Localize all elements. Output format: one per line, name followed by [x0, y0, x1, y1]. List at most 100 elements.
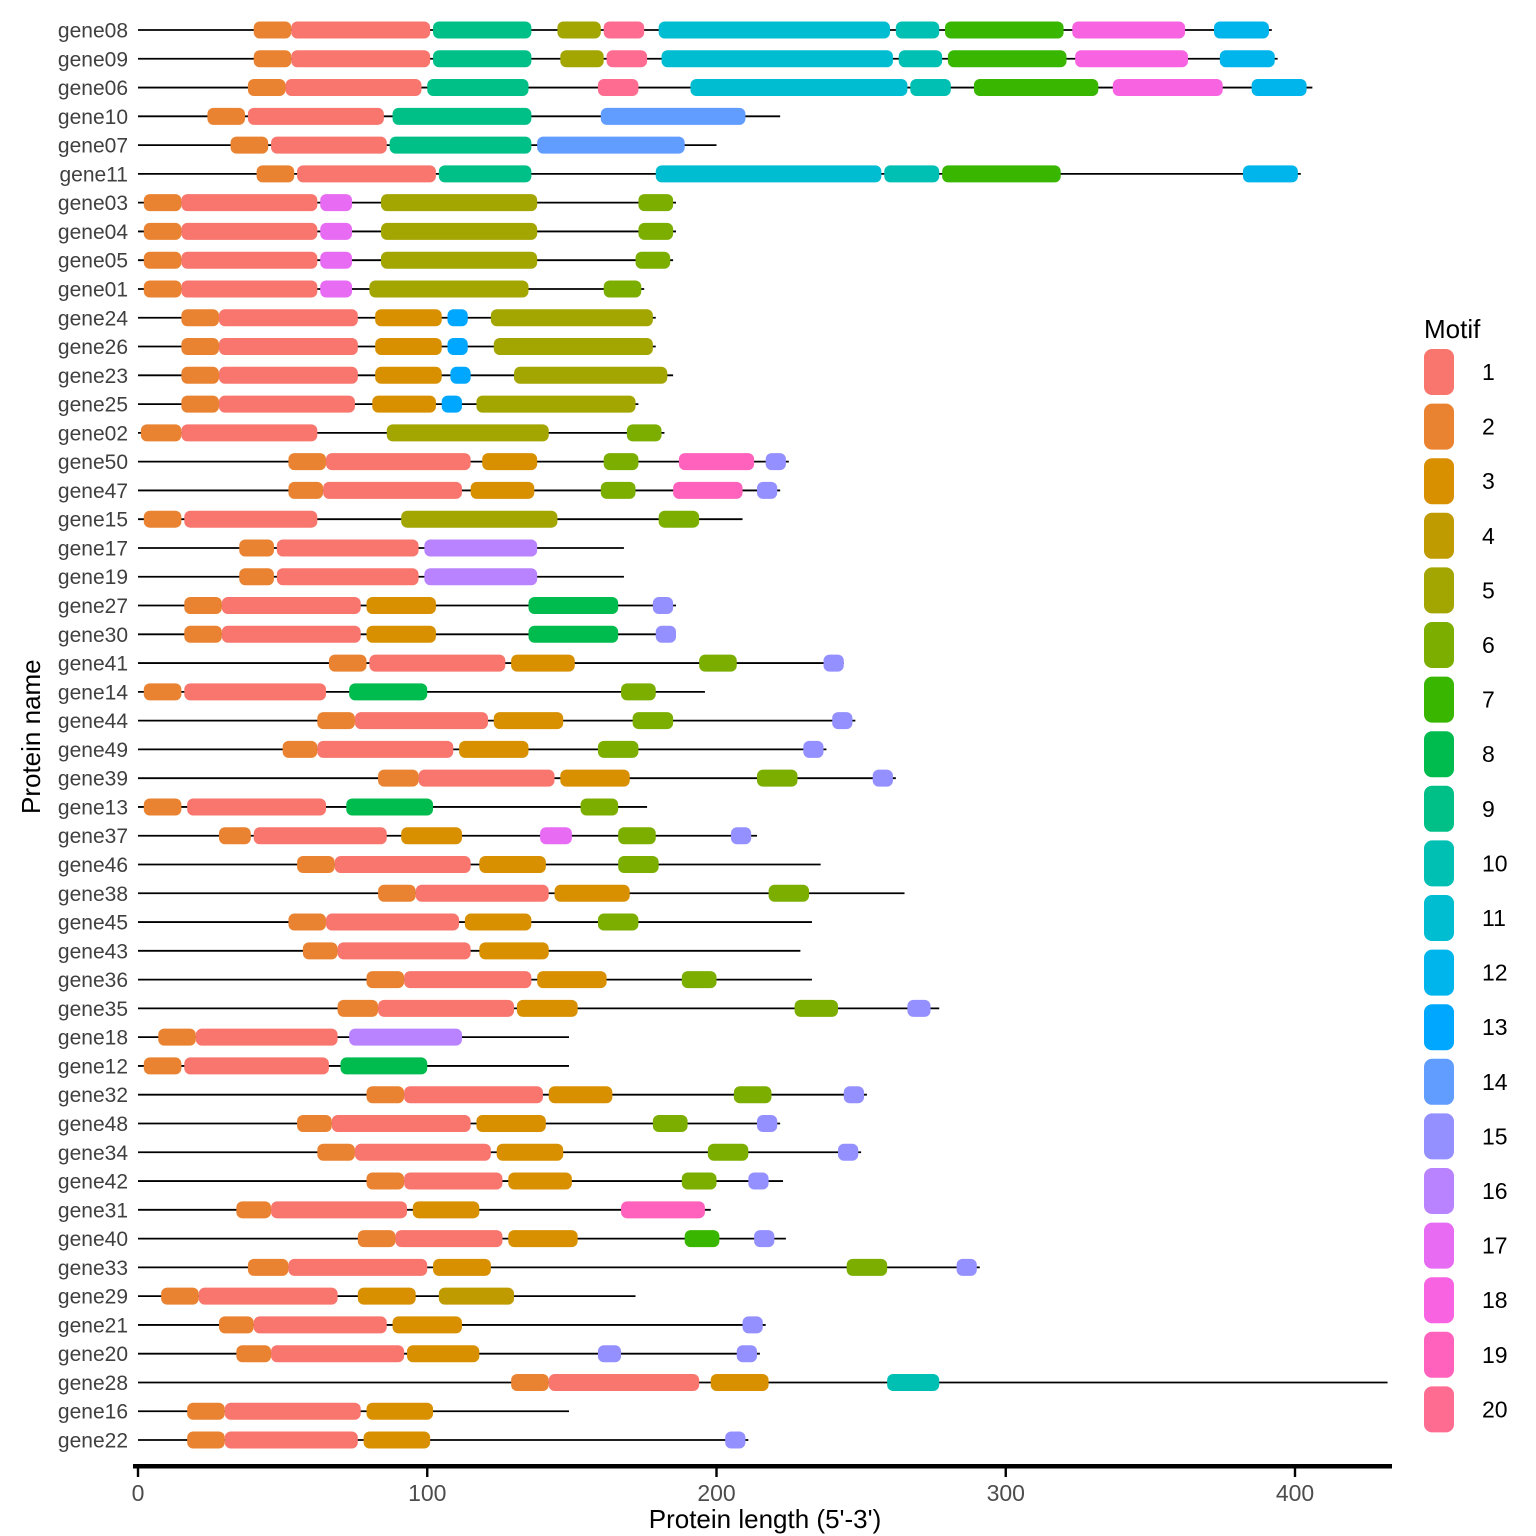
legend-label-9: 9 [1482, 796, 1495, 822]
motif-17-bar-gene04 [320, 222, 353, 240]
gene-label-gene26: gene26 [58, 336, 128, 359]
gene-label-gene29: gene29 [58, 1286, 128, 1309]
motif-6-bar-gene46 [618, 856, 659, 874]
motif-11-bar-gene09 [661, 50, 893, 68]
gene-label-gene22: gene22 [58, 1430, 128, 1453]
motif-2-bar-gene37 [218, 827, 251, 845]
motif-18-bar-gene09 [1075, 50, 1188, 68]
motif-2-bar-gene34 [317, 1143, 355, 1161]
motif-1-bar-gene33 [288, 1258, 428, 1276]
motif-14-bar-gene07 [537, 136, 685, 154]
motif-6-bar-gene01 [603, 280, 642, 298]
gene-label-gene02: gene02 [58, 422, 128, 445]
x-tick-label-200: 200 [697, 1480, 735, 1506]
motif-15-bar-gene35 [907, 999, 931, 1017]
legend-swatch-18 [1424, 1277, 1454, 1324]
motif-10-bar-gene08 [895, 21, 940, 39]
motif-18-bar-gene08 [1072, 21, 1186, 39]
motif-4-bar-gene29 [438, 1287, 515, 1305]
motif-1-bar-gene41 [369, 654, 506, 672]
motif-16-bar-gene17 [424, 539, 538, 557]
motif-2-bar-gene04 [143, 222, 182, 240]
legend-swatch-15 [1424, 1113, 1454, 1160]
motif-2-bar-gene06 [247, 79, 286, 97]
gene-label-gene48: gene48 [58, 1113, 128, 1136]
motif-2-bar-gene23 [181, 366, 219, 384]
motif-19-bar-gene50 [678, 453, 755, 471]
legend-label-12: 12 [1482, 960, 1508, 986]
motif-8-bar-gene13 [346, 798, 434, 816]
gene-label-gene39: gene39 [58, 768, 128, 791]
motif-2-bar-gene48 [297, 1114, 332, 1132]
motif-1-bar-gene31 [271, 1201, 408, 1219]
legend-swatch-5 [1424, 567, 1454, 614]
legend-swatch-10 [1424, 840, 1454, 887]
motif-3-bar-gene32 [548, 1086, 613, 1104]
motif-1-bar-gene15 [184, 510, 318, 528]
motif-2-bar-gene31 [236, 1201, 272, 1219]
legend-label-17: 17 [1482, 1233, 1508, 1259]
motif-6-bar-gene34 [707, 1143, 749, 1161]
motif-1-bar-gene06 [285, 79, 422, 97]
legend-label-2: 2 [1482, 414, 1495, 440]
motif-2-bar-gene43 [302, 942, 338, 960]
gene-label-gene49: gene49 [58, 739, 128, 762]
motif-3-bar-gene24 [375, 309, 442, 327]
legend-swatch-11 [1424, 895, 1454, 941]
gene-label-gene06: gene06 [58, 77, 128, 100]
motif-17-bar-gene03 [320, 194, 353, 212]
motif-8-bar-gene14 [349, 683, 428, 701]
gene-label-gene21: gene21 [58, 1314, 128, 1337]
motif-15-bar-gene47 [756, 481, 778, 499]
gene-label-gene03: gene03 [58, 192, 128, 215]
motif-3-bar-gene47 [470, 481, 535, 499]
motif-2-bar-gene12 [143, 1057, 182, 1075]
motif-6-bar-gene36 [681, 971, 717, 989]
motif-3-bar-gene21 [392, 1316, 462, 1334]
legend-swatch-2 [1424, 403, 1454, 450]
motif-3-bar-gene16 [366, 1402, 434, 1420]
legend-label-13: 13 [1482, 1014, 1508, 1040]
motif-1-bar-gene23 [218, 366, 358, 384]
motif-2-bar-gene13 [143, 798, 182, 816]
motif-3-bar-gene35 [516, 999, 578, 1017]
motif-6-bar-gene35 [794, 999, 838, 1017]
gene-label-gene04: gene04 [58, 221, 128, 244]
motif-6-bar-gene41 [699, 654, 737, 672]
motif-6-bar-gene42 [681, 1172, 717, 1190]
legend-label-7: 7 [1482, 687, 1495, 713]
motif-1-bar-gene32 [404, 1086, 543, 1104]
motif-12-bar-gene09 [1219, 50, 1275, 68]
x-tick-label-400: 400 [1276, 1480, 1314, 1506]
x-tick-label-100: 100 [408, 1480, 446, 1506]
motif-5-bar-gene23 [514, 366, 668, 384]
motif-1-bar-gene28 [548, 1373, 700, 1391]
motif-2-bar-gene49 [282, 740, 318, 758]
motif-13-bar-gene26 [447, 338, 468, 356]
motif-1-bar-gene18 [195, 1028, 338, 1046]
motif-15-bar-gene30 [655, 625, 677, 643]
motif-17-bar-gene01 [320, 280, 353, 298]
motif-15-bar-gene42 [748, 1172, 769, 1190]
motif-1-bar-gene38 [415, 884, 549, 902]
motif-3-bar-gene40 [508, 1230, 578, 1248]
legend-swatch-8 [1424, 731, 1454, 778]
gene-label-gene20: gene20 [58, 1343, 128, 1366]
motif-5-bar-gene26 [493, 338, 653, 356]
motif-2-bar-gene03 [143, 194, 182, 212]
motif-2-bar-gene27 [184, 597, 222, 615]
motif-1-bar-gene22 [224, 1431, 358, 1449]
legend-label-19: 19 [1482, 1342, 1508, 1368]
motif-15-bar-gene37 [730, 827, 752, 845]
motif-6-bar-gene49 [597, 740, 639, 758]
motif-2-bar-gene36 [366, 971, 405, 989]
motif-15-bar-gene40 [754, 1230, 775, 1248]
motif-12-bar-gene08 [1214, 21, 1269, 39]
motif-1-bar-gene44 [354, 712, 488, 730]
motif-2-bar-gene08 [253, 21, 292, 39]
legend-label-16: 16 [1482, 1178, 1508, 1204]
motif-6-bar-gene45 [597, 913, 639, 931]
legend-swatch-1 [1424, 349, 1454, 395]
motif-1-bar-gene11 [297, 165, 436, 183]
